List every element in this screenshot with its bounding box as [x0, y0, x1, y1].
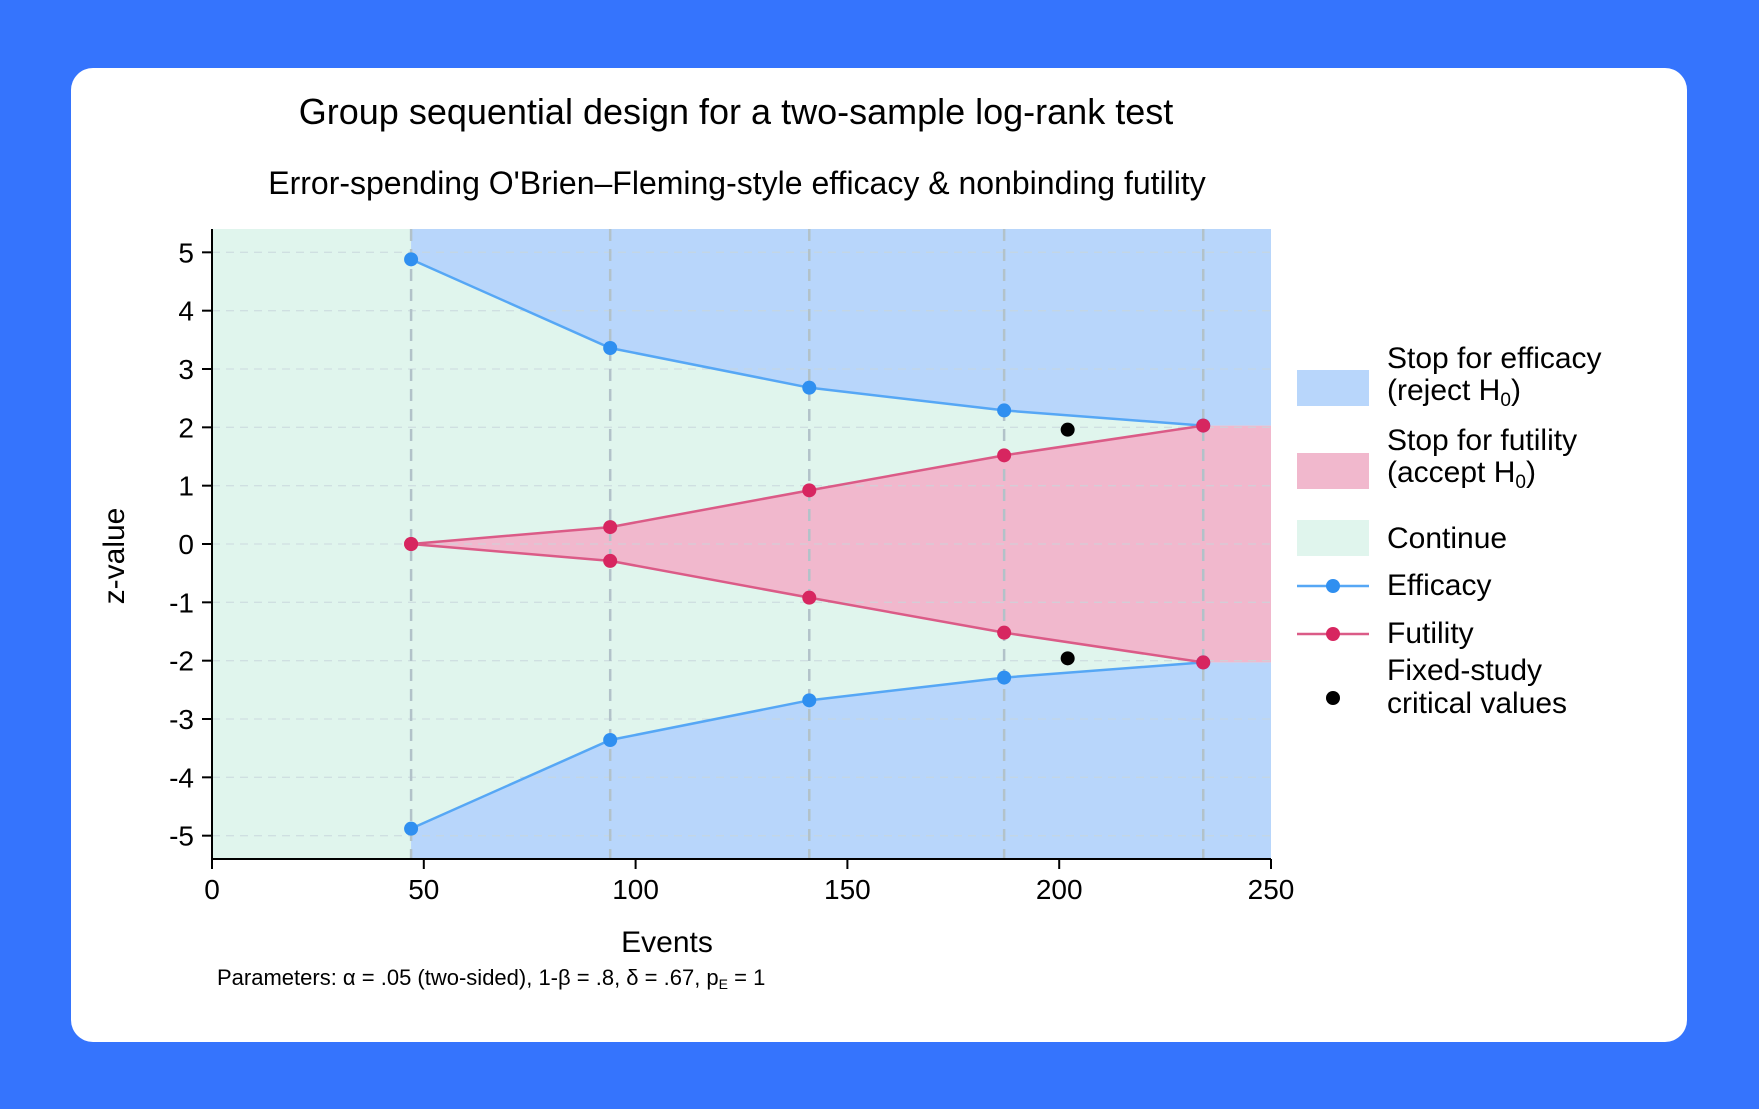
legend-label-line2: critical values — [1387, 687, 1567, 720]
grid-lines — [212, 251, 1271, 837]
efficacy-point — [603, 341, 618, 355]
legend-swatch-futility_region — [1297, 453, 1369, 489]
legend-label: Stop for efficacy — [1387, 342, 1602, 375]
y-tick-label: -4 — [169, 762, 194, 793]
x-tick-label: 0 — [204, 874, 220, 905]
note-text-end: = 1 — [728, 965, 765, 990]
legend: Stop for efficacy(reject H0)Stop for fut… — [1297, 342, 1602, 720]
y-tick-label: 0 — [178, 529, 194, 560]
legend-label: Fixed-study — [1387, 654, 1542, 687]
futility-point — [404, 537, 419, 551]
futility-point — [802, 590, 817, 605]
legend-label-text: ) — [1511, 374, 1521, 407]
x-tick-label: 150 — [824, 874, 871, 905]
y-tick-label: -3 — [169, 704, 194, 735]
chart: Group sequential design for a two-sample… — [98, 91, 1602, 992]
x-axis-label: Events — [621, 926, 713, 959]
parameters-note: Parameters: α = .05 (two-sided), 1-β = .… — [217, 965, 765, 992]
chart-subtitle: Error-spending O'Brien–Fleming-style eff… — [268, 165, 1206, 201]
stage-lines — [409, 229, 1205, 859]
x-tick-label: 50 — [408, 874, 439, 905]
y-tick-label: 2 — [178, 412, 194, 443]
legend-marker-efficacy — [1326, 579, 1340, 593]
efficacy-point — [997, 403, 1012, 418]
x-tick-label: 250 — [1248, 874, 1295, 905]
legend-label: Stop for futility — [1387, 424, 1577, 457]
fixed-critical-point — [1060, 422, 1075, 437]
y-tick-label: -1 — [169, 587, 194, 618]
chart-card: Group sequential design for a two-sample… — [71, 68, 1687, 1042]
futility-point — [802, 483, 817, 498]
fixed-critical-point — [1060, 651, 1075, 666]
y-tick-label: 5 — [178, 237, 194, 268]
legend-swatch-efficacy_region — [1297, 370, 1369, 406]
efficacy-point — [997, 670, 1012, 685]
efficacy-point — [802, 693, 817, 708]
y-axis-label: z-value — [98, 508, 131, 605]
axes: 5 4 3 2 1 0 -1 -2 -3 -4 -5 0 50 100 150 200 250 — [169, 229, 1294, 905]
legend-label: Continue — [1387, 522, 1507, 555]
legend-marker-fixed — [1326, 691, 1340, 705]
legend-label-subscript: 0 — [1515, 472, 1526, 493]
y-tick-label: -2 — [169, 646, 194, 677]
legend-label-text: ) — [1526, 456, 1536, 489]
legend-label-text: (reject H — [1387, 374, 1500, 407]
efficacy-point — [404, 821, 419, 836]
futility-point — [997, 448, 1012, 463]
efficacy-point — [603, 733, 618, 747]
futility-point — [1196, 655, 1211, 670]
futility-point — [997, 625, 1012, 640]
y-tick-label: -5 — [169, 821, 194, 852]
legend-label: Futility — [1387, 617, 1474, 650]
efficacy-region-upper — [411, 229, 1271, 426]
y-tick-label: 3 — [178, 354, 194, 385]
x-tick-label: 100 — [612, 874, 659, 905]
futility-point — [1196, 418, 1211, 433]
note-text: Parameters: α = .05 (two-sided), 1-β = .… — [217, 965, 719, 990]
legend-label-line2: (accept H0) — [1387, 456, 1536, 493]
efficacy-point — [404, 252, 419, 267]
y-tick-label: 1 — [178, 471, 194, 502]
efficacy-region-lower — [411, 662, 1271, 859]
legend-marker-futility — [1326, 627, 1340, 641]
efficacy-point — [802, 380, 817, 395]
futility-region — [411, 425, 1271, 663]
futility-point — [603, 553, 618, 568]
legend-swatch-continue_region — [1297, 520, 1369, 556]
chart-title: Group sequential design for a two-sample… — [299, 91, 1173, 132]
note-subscript: E — [719, 976, 728, 992]
legend-label: Efficacy — [1387, 569, 1492, 602]
legend-label-text: (accept H — [1387, 456, 1515, 489]
y-tick-label: 4 — [178, 296, 194, 327]
futility-point — [603, 520, 618, 535]
legend-label-subscript: 0 — [1500, 390, 1511, 411]
legend-label-line2: (reject H0) — [1387, 374, 1521, 411]
x-tick-label: 200 — [1036, 874, 1083, 905]
data-markers — [404, 252, 1211, 836]
